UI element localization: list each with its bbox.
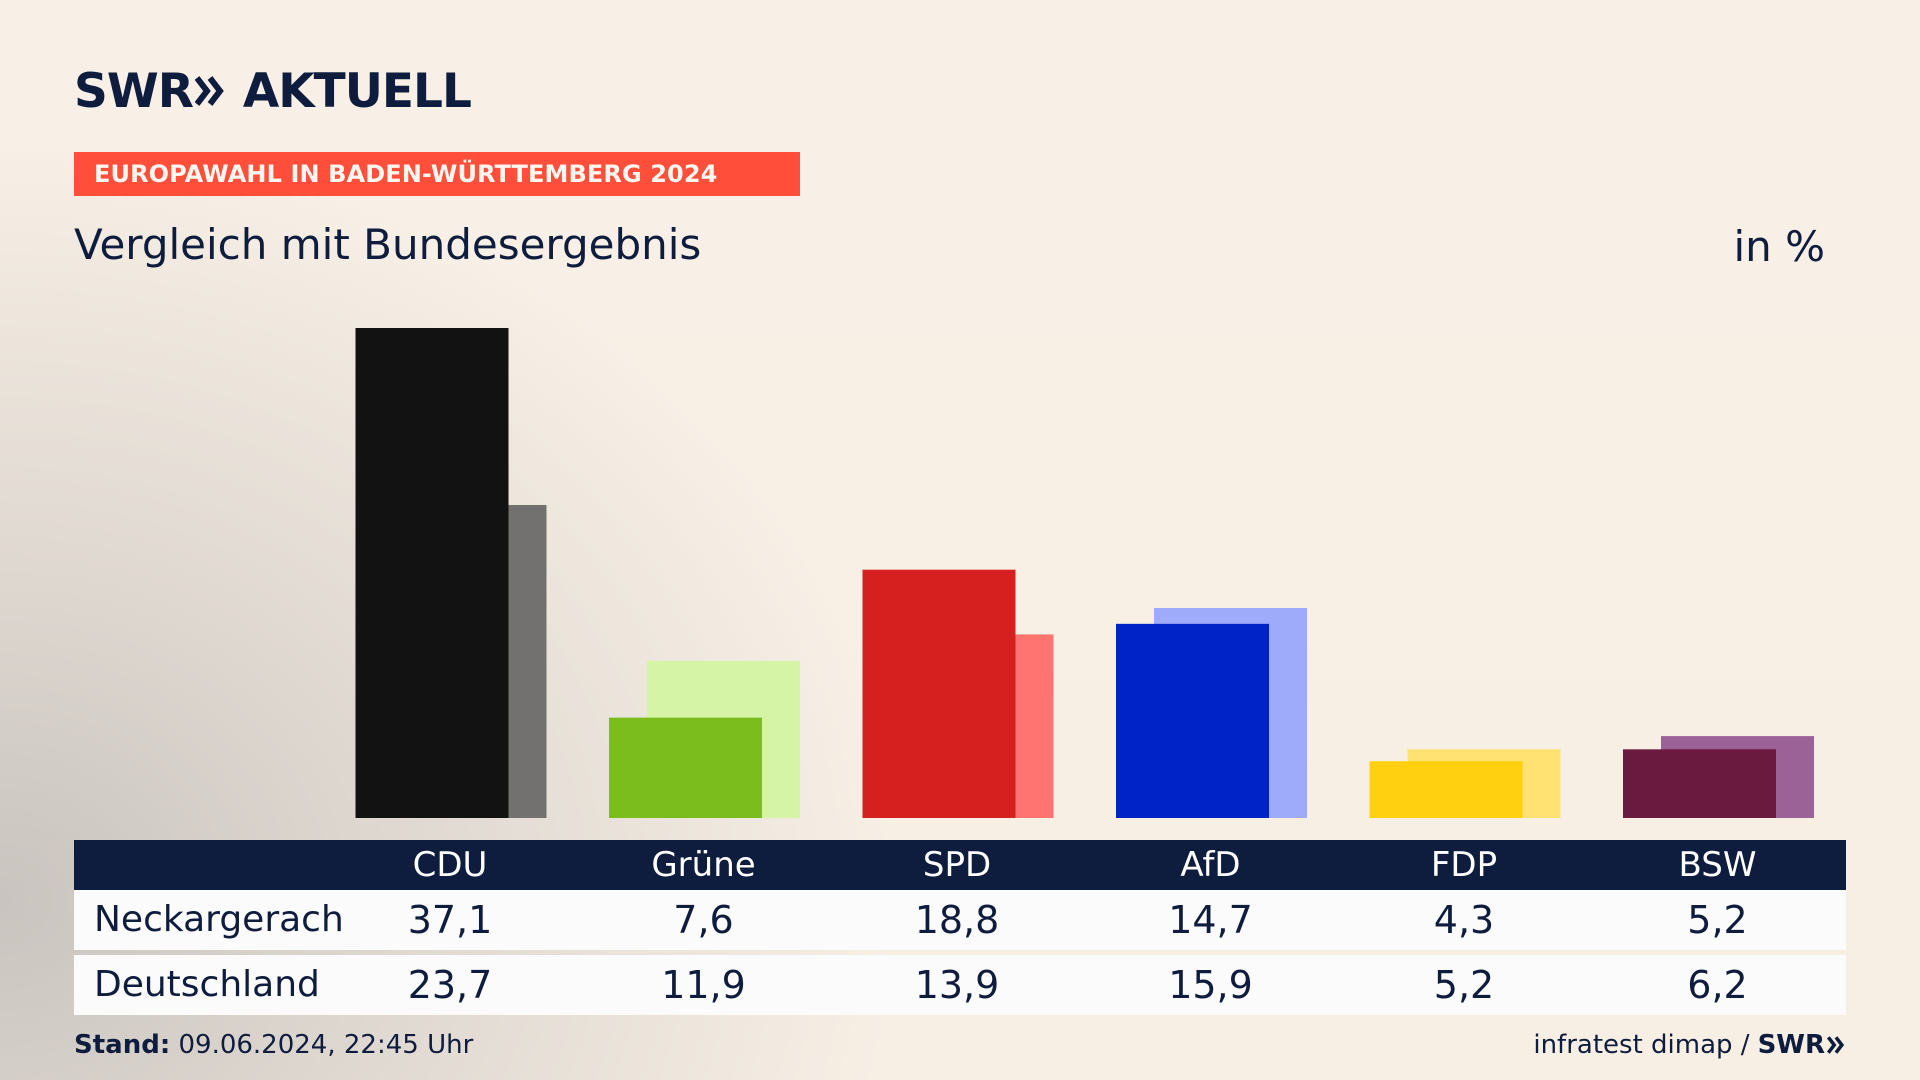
- value-cell-1-0: 23,7: [407, 963, 493, 1007]
- source-credit: infratest dimap / SWR: [1533, 1030, 1846, 1060]
- value-cell-1-5: 6,2: [1687, 963, 1748, 1007]
- value-cell-0-4: 4,3: [1433, 898, 1495, 942]
- value-cell-0-3: 14,7: [1168, 898, 1253, 942]
- value-cell-1-2: 13,9: [914, 963, 1000, 1007]
- party-header-3: AfD: [1180, 845, 1241, 885]
- source-text: infratest dimap /: [1533, 1030, 1750, 1060]
- party-header-0: CDU: [412, 845, 488, 885]
- swr-footer-logo: SWR: [1758, 1030, 1846, 1060]
- bar-neckargerach-3: [1116, 623, 1269, 818]
- party-header-1: Grüne: [651, 845, 756, 885]
- unit-label: in %: [1733, 222, 1825, 271]
- chart-subtitle: Vergleich mit Bundesergebnis: [74, 220, 702, 269]
- product-text: AKTUELL: [242, 63, 472, 119]
- bar-neckargerach-4: [1369, 761, 1523, 818]
- row-label: Deutschland: [94, 964, 320, 1005]
- value-cell-1-1: 11,9: [661, 963, 746, 1007]
- party-header-4: FDP: [1430, 845, 1498, 885]
- bar-neckargerach-2: [862, 569, 1016, 818]
- party-header-2: SPD: [922, 845, 992, 885]
- swr-aktuell-logo: SWR AKTUELL: [74, 63, 472, 119]
- timestamp: Stand: 09.06.2024, 22:45 Uhr: [74, 1030, 473, 1060]
- row-label: Neckargerach: [94, 899, 344, 940]
- table-row-neckargerach: Neckargerach 37,1 7,6 18,8 14,7 4,3 5,2: [74, 890, 1846, 950]
- stand-value: 09.06.2024, 22:45 Uhr: [178, 1030, 474, 1060]
- double-chevron-icon: [194, 76, 224, 106]
- table-header: CDU Grüne SPD AfD FDP BSW: [74, 840, 1846, 890]
- value-cell-0-1: 7,6: [673, 898, 734, 942]
- swr-logo: SWR: [74, 64, 225, 119]
- bar-neckargerach-0: [355, 328, 509, 818]
- value-cell-1-3: 15,9: [1168, 963, 1253, 1007]
- value-cell-0-0: 37,1: [407, 898, 493, 942]
- stand-label: Stand:: [74, 1030, 171, 1060]
- value-cell-0-2: 18,8: [914, 898, 1000, 942]
- election-badge: EUROPAWAHL IN BADEN-WÜRTTEMBERG 2024: [74, 152, 800, 196]
- brand-text: SWR: [74, 63, 194, 119]
- footer-brand-text: SWR: [1757, 1030, 1825, 1060]
- double-chevron-icon: [1826, 1036, 1845, 1054]
- value-cell-1-4: 5,2: [1433, 963, 1495, 1007]
- party-header-5: BSW: [1678, 845, 1757, 885]
- table-row-deutschland: Deutschland 23,7 11,9 13,9 15,9 5,2 6,2: [74, 955, 1846, 1015]
- bar-neckargerach-5: [1623, 749, 1776, 818]
- value-cell-0-5: 5,2: [1687, 898, 1748, 942]
- bar-neckargerach-1: [609, 717, 762, 818]
- results-table: CDU Grüne SPD AfD FDP BSW Neckargerach 37,1 7,…: [74, 840, 1846, 1015]
